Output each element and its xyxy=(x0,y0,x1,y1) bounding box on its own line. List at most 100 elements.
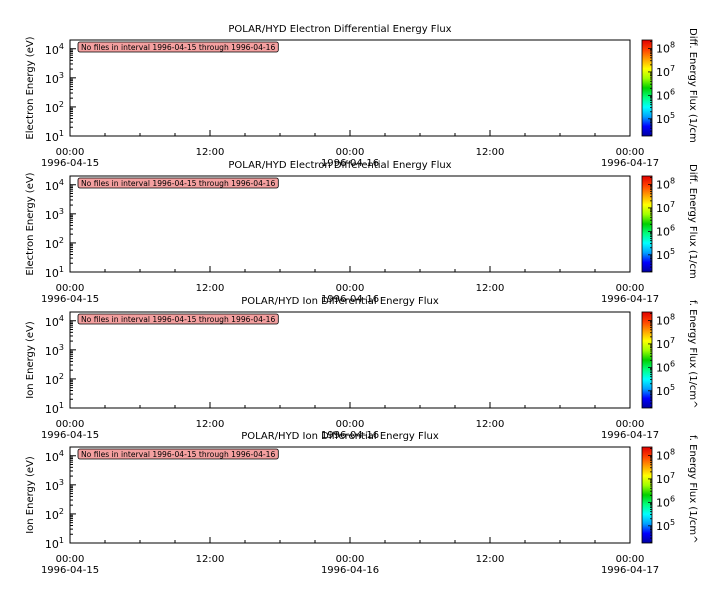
y-tick-exp: 1 xyxy=(59,265,64,274)
plot-area xyxy=(69,39,631,137)
y-axis-label: Ion Energy (eV) xyxy=(25,456,36,534)
y-tick-label: 101 xyxy=(45,265,64,280)
y-tick-exp: 4 xyxy=(59,314,64,323)
colorbar-tick-base: 10 xyxy=(656,249,670,262)
no-data-notice-box xyxy=(77,313,279,325)
no-data-notice: No files in interval 1996-04-15 through … xyxy=(81,315,275,324)
colorbar-tick-label: 105 xyxy=(656,518,675,533)
colorbar-tick-exp: 8 xyxy=(670,40,675,49)
y-tick-base: 10 xyxy=(45,73,59,86)
colorbar-tick-base: 10 xyxy=(656,225,670,238)
panel-title: POLAR/HYD Ion Differential Energy Flux xyxy=(241,431,439,442)
colorbar-tick-exp: 8 xyxy=(670,447,675,456)
y-tick-base: 10 xyxy=(45,209,59,222)
y-tick-label: 104 xyxy=(45,314,64,329)
y-tick-exp: 3 xyxy=(59,478,64,487)
colorbar-tick-exp: 8 xyxy=(670,176,675,185)
y-tick-exp: 2 xyxy=(59,372,64,381)
x-tick-date: 1996-04-17 xyxy=(601,294,659,305)
colorbar-label: f. Energy Flux (1/cm^ xyxy=(687,300,698,409)
x-tick-time: 00:00 xyxy=(616,554,645,565)
x-tick-time: 12:00 xyxy=(476,283,505,294)
x-tick-time: 00:00 xyxy=(56,283,85,294)
colorbar-tick-base: 10 xyxy=(656,361,670,374)
colorbar-tick-label: 108 xyxy=(656,176,675,191)
y-tick-exp: 2 xyxy=(59,507,64,516)
y-tick-base: 10 xyxy=(45,131,59,144)
plot-area xyxy=(69,311,631,409)
colorbar-tick-base: 10 xyxy=(656,385,670,398)
x-tick-date: 1996-04-17 xyxy=(601,158,659,169)
x-tick-time: 00:00 xyxy=(336,554,365,565)
x-tick-date: 1996-04-16 xyxy=(321,565,379,576)
x-tick-time: 00:00 xyxy=(56,419,85,430)
x-tick-date: 1996-04-16 xyxy=(321,430,379,441)
colorbar-tick-base: 10 xyxy=(656,66,670,79)
colorbar-tick-label: 106 xyxy=(656,359,675,374)
panel-title: POLAR/HYD Ion Differential Energy Flux xyxy=(241,296,439,307)
x-tick-date: 1996-04-15 xyxy=(41,430,99,441)
colorbar-tick-label: 105 xyxy=(656,111,675,126)
x-tick-time: 00:00 xyxy=(336,419,365,430)
colorbar-tick-label: 108 xyxy=(656,447,675,462)
x-tick-date: 1996-04-15 xyxy=(41,294,99,305)
colorbar-tick-base: 10 xyxy=(656,89,670,102)
y-tick-label: 103 xyxy=(45,207,64,222)
colorbar-tick-label: 107 xyxy=(656,471,675,486)
y-tick-base: 10 xyxy=(45,509,59,522)
y-tick-exp: 1 xyxy=(59,401,64,410)
colorbar-label: Diff. Energy Flux (1/cm xyxy=(687,28,698,143)
x-tick-time: 00:00 xyxy=(616,283,645,294)
colorbar-tick-label: 106 xyxy=(656,494,675,509)
x-tick-time: 00:00 xyxy=(336,283,365,294)
y-tick-exp: 1 xyxy=(59,536,64,545)
y-tick-base: 10 xyxy=(45,238,59,251)
colorbar-tick-exp: 5 xyxy=(670,383,675,392)
y-axis-label: Electron Energy (eV) xyxy=(25,36,36,139)
y-tick-label: 101 xyxy=(45,129,64,144)
colorbar-tick-exp: 5 xyxy=(670,518,675,527)
x-tick-time: 00:00 xyxy=(336,147,365,158)
no-data-notice: No files in interval 1996-04-15 through … xyxy=(81,43,275,52)
colorbar-tick-label: 106 xyxy=(656,223,675,238)
y-tick-label: 102 xyxy=(45,236,64,251)
colorbar-tick-label: 106 xyxy=(656,87,675,102)
colorbar-tick-base: 10 xyxy=(656,338,670,351)
y-tick-base: 10 xyxy=(45,374,59,387)
plot-area xyxy=(69,446,631,544)
x-tick-time: 12:00 xyxy=(196,147,225,158)
y-tick-label: 101 xyxy=(45,401,64,416)
y-tick-label: 103 xyxy=(45,71,64,86)
panel-title: POLAR/HYD Electron Differential Energy F… xyxy=(228,160,451,171)
x-tick-date: 1996-04-15 xyxy=(41,158,99,169)
y-tick-base: 10 xyxy=(45,44,59,57)
x-tick-time: 12:00 xyxy=(476,147,505,158)
panel-title: POLAR/HYD Electron Differential Energy F… xyxy=(228,24,451,35)
y-tick-exp: 4 xyxy=(59,178,64,187)
colorbar-tick-exp: 6 xyxy=(670,223,675,232)
y-tick-label: 104 xyxy=(45,449,64,464)
no-data-notice: No files in interval 1996-04-15 through … xyxy=(81,450,275,459)
colorbar-tick-label: 107 xyxy=(656,64,675,79)
colorbar-tick-label: 108 xyxy=(656,312,675,327)
colorbar-tick-exp: 7 xyxy=(670,200,675,209)
y-tick-base: 10 xyxy=(45,480,59,493)
x-tick-time: 12:00 xyxy=(196,419,225,430)
x-tick-time: 12:00 xyxy=(196,283,225,294)
colorbar-tick-exp: 6 xyxy=(670,87,675,96)
y-tick-base: 10 xyxy=(45,267,59,280)
colorbar-label: f. Energy Flux (1/cm^ xyxy=(687,435,698,544)
colorbar-tick-base: 10 xyxy=(656,113,670,126)
plot-area xyxy=(69,175,631,273)
y-tick-base: 10 xyxy=(45,403,59,416)
y-tick-exp: 2 xyxy=(59,100,64,109)
y-tick-base: 10 xyxy=(45,102,59,115)
x-tick-time: 00:00 xyxy=(56,554,85,565)
y-tick-base: 10 xyxy=(45,451,59,464)
y-tick-label: 101 xyxy=(45,536,64,551)
colorbar-tick-exp: 7 xyxy=(670,336,675,345)
panel: POLAR/HYD Electron Differential Energy F… xyxy=(25,24,698,169)
x-tick-date: 1996-04-16 xyxy=(321,158,379,169)
no-data-notice-box xyxy=(77,41,279,53)
